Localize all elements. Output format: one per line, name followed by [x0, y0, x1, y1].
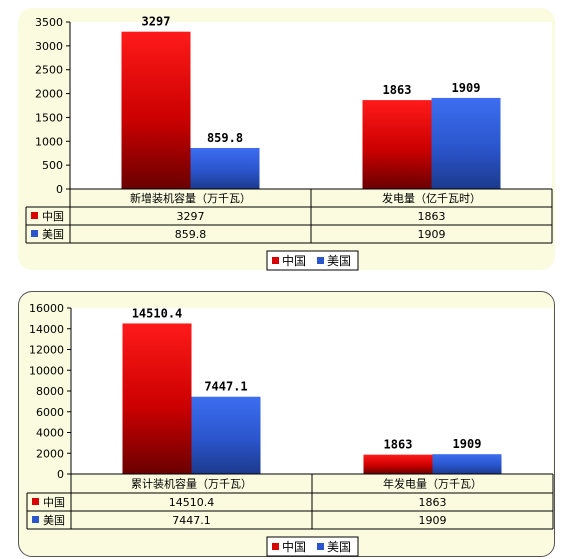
table-cell: 14510.4 — [169, 496, 215, 509]
table-series-name: 美国 — [42, 228, 64, 241]
table-legend-key — [31, 230, 38, 237]
bar-china — [122, 323, 192, 474]
table-cell: 859.8 — [175, 228, 207, 241]
chart-1: 0 500 1000 1500 2000 2500 3000 3500 3297 859.8 186… — [25, 15, 553, 271]
y-tick-label: 3000 — [35, 40, 63, 53]
y-tick-label: 14000 — [29, 323, 64, 336]
table-cell: 7447.1 — [172, 514, 211, 527]
y-tick-label: 0 — [56, 183, 63, 196]
table-legend-key — [32, 516, 39, 523]
y-tick-label: 16000 — [29, 302, 64, 315]
table-cell: 1863 — [419, 496, 447, 509]
legend-key — [272, 543, 279, 550]
y-tick-label: 3500 — [35, 16, 63, 29]
y-tick-label: 2000 — [35, 88, 63, 101]
legend-label: 中国 — [282, 539, 306, 554]
legend-box — [266, 250, 359, 271]
data-label: 1909 — [452, 81, 481, 95]
y-tick-label: 2000 — [36, 447, 64, 460]
bar-china — [121, 31, 191, 189]
table-cell: 1909 — [419, 514, 447, 527]
table-series-name: 中国 — [43, 496, 65, 509]
bar-china — [362, 100, 432, 189]
table-series-name: 美国 — [43, 514, 65, 527]
y-tick-label: 10000 — [29, 364, 64, 377]
y-tick-label: 8000 — [36, 385, 64, 398]
y-tick-label: 12000 — [29, 344, 64, 357]
legend-label: 中国 — [282, 253, 306, 268]
y-tick-label: 1000 — [35, 135, 63, 148]
data-label: 7447.1 — [204, 380, 247, 394]
table-cell: 1863 — [418, 210, 446, 223]
table-cell: 1909 — [418, 228, 446, 241]
data-label: 859.8 — [207, 131, 243, 145]
bar-usa — [432, 454, 502, 474]
table-legend-key — [32, 498, 39, 505]
chart-panel-2: 0 2000 4000 6000 8000 10000 12000 14000 16000 145… — [18, 291, 555, 557]
y-tick-label: 2500 — [35, 64, 63, 77]
data-label: 1863 — [383, 83, 412, 97]
chart-panel-1: 0 500 1000 1500 2000 2500 3000 3500 3297 859.8 186… — [18, 8, 555, 271]
bar-usa — [190, 147, 260, 189]
table-legend-key — [31, 212, 38, 219]
legend-key — [317, 543, 324, 550]
data-label: 1863 — [384, 438, 413, 452]
bar-usa — [431, 97, 501, 189]
legend-box — [266, 536, 359, 557]
y-tick-label: 4000 — [36, 427, 64, 440]
bar-china — [363, 454, 433, 474]
chart-2: 0 2000 4000 6000 8000 10000 12000 14000 16000 145… — [26, 302, 554, 557]
data-label: 1909 — [453, 437, 482, 451]
x-category-label: 累计装机容量（万千瓦） — [131, 477, 252, 491]
legend-label: 美国 — [327, 540, 351, 554]
legend-key — [272, 257, 279, 264]
data-label: 14510.4 — [132, 306, 183, 320]
table-cell: 3297 — [177, 210, 205, 223]
bar-usa — [191, 396, 261, 474]
y-tick-label: 6000 — [36, 406, 64, 419]
x-category-label: 新增装机容量（万千瓦） — [130, 191, 251, 205]
x-category-label: 年发电量（万千瓦） — [383, 477, 482, 491]
legend-label: 美国 — [327, 254, 351, 268]
x-category-label: 发电量（亿千瓦时） — [382, 191, 481, 205]
y-tick-label: 1500 — [35, 111, 63, 124]
table-series-name: 中国 — [42, 210, 64, 223]
legend-key — [317, 257, 324, 264]
data-label: 3297 — [142, 15, 171, 29]
y-tick-label: 0 — [57, 468, 64, 481]
y-tick-label: 500 — [42, 159, 63, 172]
